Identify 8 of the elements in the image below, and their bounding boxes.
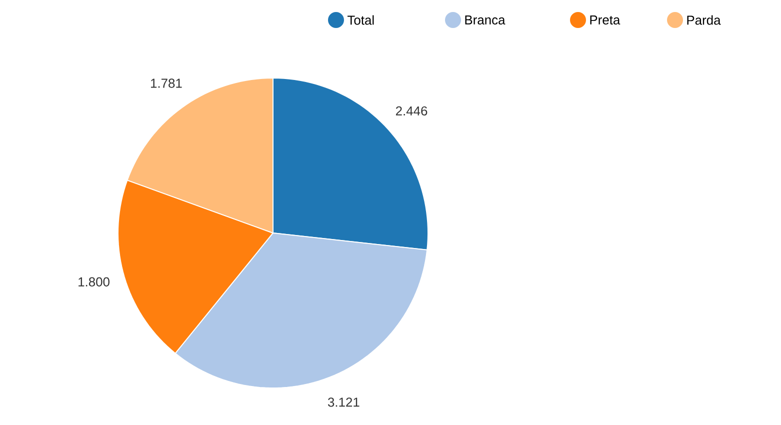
data-label: 1.800 — [78, 277, 110, 286]
legend-label: Total — [348, 15, 374, 25]
data-label: 3.121 — [328, 398, 360, 407]
legend-label: Parda — [687, 15, 721, 25]
data-label: 1.781 — [150, 78, 182, 88]
legend-label: Preta — [590, 15, 620, 25]
data-label: 2.446 — [396, 106, 428, 116]
legend-label: Branca — [465, 15, 506, 25]
